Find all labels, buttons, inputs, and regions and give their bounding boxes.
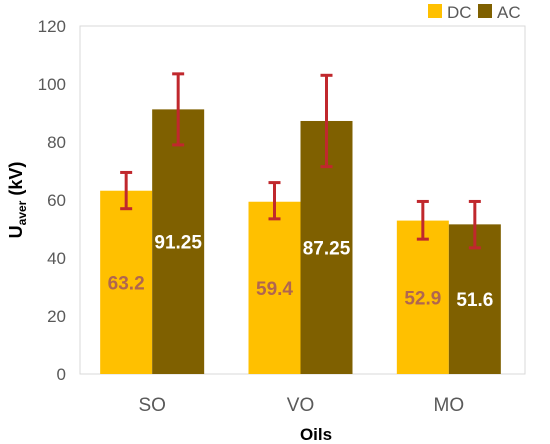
x-axis: SO VO MO [138, 395, 464, 416]
x-tick-label: SO [138, 395, 165, 416]
legend: DC AC [428, 3, 521, 22]
y-axis-title-main: U [6, 225, 26, 238]
data-label: 63.2 [108, 273, 145, 294]
error-bars [120, 72, 481, 250]
legend-swatch [478, 4, 492, 18]
data-label: 51.6 [456, 290, 493, 311]
x-axis-title: Oils [300, 425, 332, 444]
data-label: 59.4 [256, 279, 293, 300]
y-axis: 0 20 40 60 80 100 120 [38, 17, 66, 384]
bar [152, 109, 205, 374]
y-axis-title: Uaver (kV) [6, 162, 29, 239]
x-tick-label: VO [287, 395, 314, 416]
legend-label: AC [497, 3, 521, 22]
y-tick-label: 20 [47, 307, 66, 326]
bar [100, 190, 153, 374]
y-tick-label: 80 [47, 133, 66, 152]
y-tick-label: 100 [38, 75, 66, 94]
bar-series [100, 109, 501, 374]
bar [396, 220, 449, 374]
data-labels: 63.2 91.25 59.4 87.25 52.9 51.6 [108, 233, 494, 311]
y-axis-title-unit: (kV) [6, 162, 26, 201]
y-tick-label: 0 [57, 365, 66, 384]
y-tick-label: 60 [47, 191, 66, 210]
x-tick-label: MO [434, 395, 465, 416]
data-label: 87.25 [303, 238, 351, 259]
data-label: 52.9 [404, 288, 441, 309]
y-axis-title-subscript: aver [15, 200, 29, 225]
data-label: 91.25 [154, 233, 202, 254]
y-tick-label: 120 [38, 17, 66, 36]
bar [248, 201, 301, 374]
legend-label: DC [447, 3, 472, 22]
legend-swatch [428, 4, 442, 18]
y-tick-label: 40 [47, 249, 66, 268]
